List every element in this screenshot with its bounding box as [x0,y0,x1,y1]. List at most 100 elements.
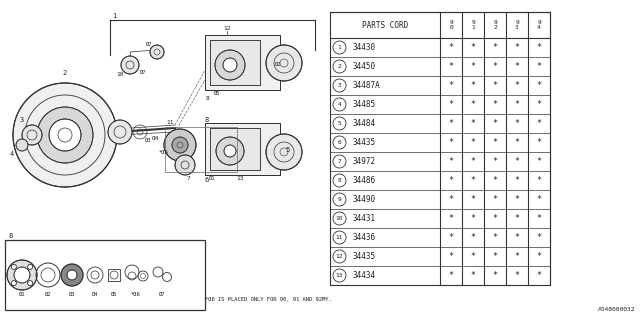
Circle shape [28,264,33,269]
Circle shape [12,281,17,286]
Text: *: * [515,195,520,204]
Circle shape [22,125,42,145]
Text: α7: α7 [159,292,165,297]
Text: 8: 8 [8,233,12,239]
Text: A348000032: A348000032 [598,307,635,312]
Text: *: * [470,195,476,204]
Text: *: * [449,81,454,90]
Text: *: * [449,100,454,109]
Text: *: * [536,157,541,166]
Text: 11: 11 [336,235,343,240]
Circle shape [121,56,139,74]
Text: 9
3: 9 3 [515,20,519,30]
Text: *: * [493,233,497,242]
Text: 2: 2 [63,70,67,76]
Text: *: * [536,81,541,90]
Text: *: * [470,43,476,52]
Text: α5: α5 [111,292,117,297]
Text: *: * [493,271,497,280]
Text: α3: α3 [68,292,76,297]
Text: 9
1: 9 1 [471,20,475,30]
Text: *: * [536,252,541,261]
Text: *α6: *α6 [130,292,140,297]
Text: *: * [470,214,476,223]
Text: 34487A: 34487A [352,81,380,90]
Circle shape [16,139,28,151]
Text: *: * [515,62,520,71]
Text: α7: α7 [146,42,152,46]
Text: *: * [449,176,454,185]
Bar [165,127,237,172]
Bar [210,40,260,85]
Text: *: * [470,271,476,280]
Text: *: * [449,195,454,204]
Bar [330,12,550,285]
Text: 3: 3 [338,83,341,88]
Text: 5: 5 [286,147,290,153]
Text: *: * [470,233,476,242]
Text: 9
0: 9 0 [449,20,453,30]
Text: *: * [470,157,476,166]
Text: 6: 6 [338,140,341,145]
Circle shape [49,119,81,151]
Circle shape [28,281,33,286]
Text: *: * [493,119,497,128]
Text: 4: 4 [338,102,341,107]
Text: 10: 10 [116,71,124,76]
Bar [210,40,260,85]
Text: *: * [493,214,497,223]
Circle shape [216,137,244,165]
Text: *: * [493,157,497,166]
Circle shape [223,58,237,72]
Text: *: * [449,271,454,280]
Text: *: * [449,62,454,71]
Text: 13: 13 [236,175,244,180]
Circle shape [67,270,77,280]
Text: *: * [449,214,454,223]
Text: *: * [515,43,520,52]
Text: α7: α7 [140,69,147,75]
Text: 34434: 34434 [352,271,375,280]
Text: *: * [449,252,454,261]
Text: *: * [536,195,541,204]
Text: *: * [470,252,476,261]
Circle shape [108,120,132,144]
Text: *: * [515,214,520,223]
Text: *: * [449,233,454,242]
Text: 34972: 34972 [352,157,375,166]
Circle shape [12,264,17,269]
Text: α2: α2 [275,61,281,67]
Bar [0,0,325,320]
Text: PARTS CORD: PARTS CORD [362,20,408,29]
Text: *: * [515,100,520,109]
Text: 34485: 34485 [352,100,375,109]
Circle shape [37,107,93,163]
Circle shape [14,267,30,283]
Text: *: * [470,119,476,128]
Text: 34435: 34435 [352,138,375,147]
Text: *: * [536,100,541,109]
Text: *: * [536,138,541,147]
Circle shape [266,45,302,81]
Text: *: * [470,81,476,90]
Text: 10: 10 [336,216,343,221]
Text: *: * [493,138,497,147]
Circle shape [215,50,245,80]
Circle shape [266,134,302,170]
Text: *: * [493,176,497,185]
Text: *: * [470,62,476,71]
Text: 5: 5 [338,121,341,126]
Text: 34490: 34490 [352,195,375,204]
Text: 9
4: 9 4 [537,20,541,30]
Text: 1: 1 [338,45,341,50]
Circle shape [150,45,164,59]
Text: *: * [515,138,520,147]
Text: *: * [470,100,476,109]
Text: *: * [470,138,476,147]
Text: *: * [536,214,541,223]
Text: *: * [493,62,497,71]
Text: *: * [449,138,454,147]
Text: *: * [449,157,454,166]
Text: *: * [515,119,520,128]
Bar [205,123,280,175]
